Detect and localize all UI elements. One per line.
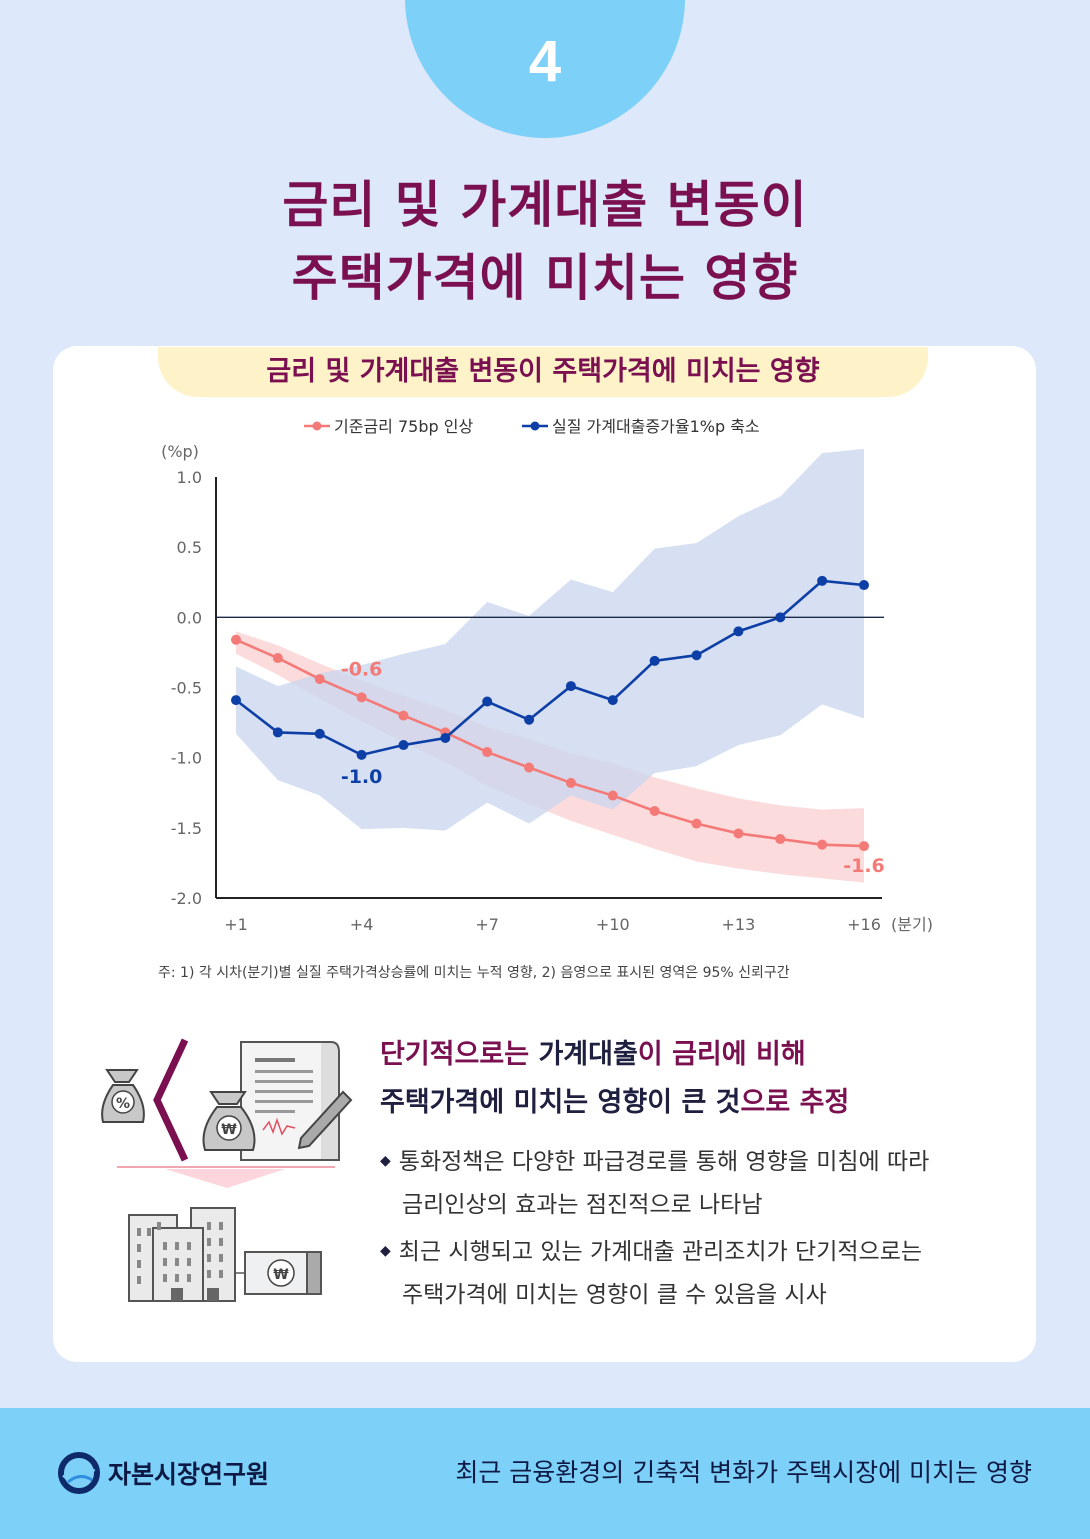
data-point: [524, 714, 535, 725]
data-point: [398, 740, 409, 751]
legend-marker: [312, 421, 322, 431]
chart-title: 금리 및 가계대출 변동이 주택가격에 미치는 영향: [158, 347, 928, 397]
y-unit-label: (%p): [161, 442, 199, 461]
data-point: [817, 575, 828, 586]
diamond-bullet-icon: ◆: [380, 1243, 391, 1259]
line-chart: 1.0 0.5 0.0 -0.5 -1.0 -1.5 -2.0 (%p) +1 +4 +7 +10 +1…: [161, 417, 933, 934]
y-tick-label: -2.0: [171, 889, 202, 908]
won-bag-icon: ₩: [202, 1091, 256, 1151]
legend-label: 실질 가계대출증가율1%p 축소: [552, 417, 760, 436]
data-label: -1.6: [843, 855, 885, 877]
data-point: [398, 710, 409, 721]
x-tick-label: +4: [350, 915, 374, 934]
y-tick-label: 0.5: [177, 538, 202, 557]
data-label: -0.6: [341, 658, 383, 680]
data-point: [649, 805, 660, 816]
x-tick-label: +1: [224, 915, 248, 934]
data-point: [524, 762, 535, 773]
data-point: [859, 841, 869, 852]
data-point: [356, 692, 367, 703]
x-tick-label: +7: [475, 915, 499, 934]
data-point: [733, 626, 744, 637]
illustration: % ₩: [101, 1038, 353, 1302]
institute-name: 자본시장연구원: [108, 1460, 270, 1489]
data-point: [817, 839, 828, 850]
y-tick-label: 1.0: [177, 468, 202, 487]
data-point: [859, 580, 869, 591]
data-point: [733, 828, 744, 839]
won-symbol: ₩: [221, 1122, 237, 1138]
y-tick-label: -1.0: [171, 749, 202, 768]
won-bill-icon: ₩: [235, 1251, 322, 1295]
data-point: [775, 834, 786, 845]
page-title-line2: 주택가격에 미치는 영향: [291, 249, 799, 307]
data-point: [314, 674, 325, 685]
legend-label: 기준금리 75bp 인상: [334, 417, 473, 436]
y-tick-label: -1.5: [171, 819, 202, 838]
data-point: [565, 681, 576, 692]
document-icon: [240, 1041, 353, 1161]
buildings-icon: [128, 1207, 236, 1302]
data-point: [607, 695, 618, 706]
y-tick-label: 0.0: [177, 608, 202, 627]
data-point: [231, 634, 241, 645]
x-tick-label: +10: [596, 915, 630, 934]
summary-headline-1: 단기적으로는 가계대출이 금리에 비해: [380, 1039, 806, 1070]
data-point: [649, 655, 660, 666]
institute-logo-icon: [58, 1452, 100, 1494]
y-tick-label: -0.5: [171, 679, 202, 698]
summary-headline-2: 주택가격에 미치는 영향이 큰 것으로 추정: [380, 1087, 850, 1118]
bullet-item: ◆ 통화정책은 다양한 파급경로를 통해 영향을 미침에 따라 금리인상의 효과는…: [380, 1149, 930, 1218]
data-point: [314, 728, 325, 739]
bullet-item: ◆ 최근 시행되고 있는 가계대출 관리조치가 단기적으로는 주택가격에 미치는 …: [380, 1239, 923, 1308]
report-title: 최근 금융환경의 긴축적 변화가 주택시장에 미치는 영향: [455, 1458, 1032, 1487]
confidence-band: [236, 448, 864, 831]
diamond-bullet-icon: ◆: [380, 1153, 391, 1169]
data-point: [231, 695, 241, 706]
series-line: [235, 579, 865, 757]
data-point: [440, 733, 451, 744]
x-tick-label: +13: [722, 915, 756, 934]
x-unit-label: (분기): [891, 915, 933, 934]
number-badge-text: 4: [528, 29, 562, 94]
data-point: [565, 777, 576, 788]
series-line: [235, 638, 865, 848]
data-point: [356, 749, 367, 760]
data-point: [607, 790, 618, 801]
down-arrow-shape: [165, 1169, 285, 1188]
footer-bar: [0, 1408, 1090, 1539]
data-point: [482, 696, 493, 707]
data-point: [482, 747, 493, 758]
percent-symbol: %: [116, 1096, 130, 1112]
won-bill-symbol: ₩: [273, 1267, 289, 1283]
data-point: [272, 727, 283, 738]
x-tick-label: +16: [847, 915, 881, 934]
data-point: [272, 653, 283, 664]
data-label: -1.0: [341, 766, 383, 788]
chart-note: 주: 1) 각 시차(분기)별 실질 주택가격상승률에 미치는 누적 영향, 2…: [158, 965, 790, 981]
page-title-line1: 금리 및 가계대출 변동이: [282, 176, 808, 234]
data-point: [775, 612, 786, 623]
percent-bag-icon: %: [101, 1069, 145, 1123]
data-point: [691, 650, 702, 661]
chevron-left-icon: [153, 1038, 189, 1162]
data-point: [691, 818, 702, 829]
legend-marker: [530, 421, 540, 431]
